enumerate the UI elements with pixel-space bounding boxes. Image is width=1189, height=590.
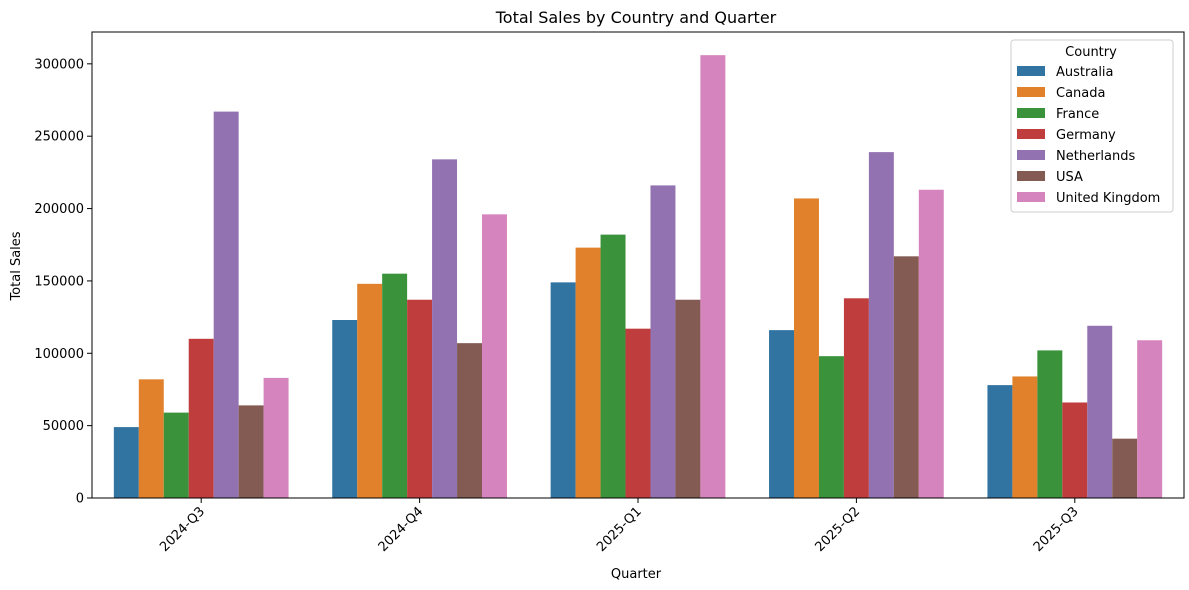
bar-united-kingdom bbox=[482, 214, 507, 498]
legend-swatch bbox=[1017, 171, 1045, 181]
legend-title: Country bbox=[1065, 45, 1117, 60]
bar-germany bbox=[1062, 402, 1088, 498]
bar-france bbox=[600, 234, 626, 498]
bar-germany bbox=[625, 328, 651, 498]
legend-swatch bbox=[1017, 108, 1045, 118]
bar-germany bbox=[843, 298, 869, 498]
bar-australia bbox=[769, 330, 794, 498]
x-tick-label: 2024-Q4 bbox=[376, 504, 427, 555]
y-tick-label: 250000 bbox=[34, 130, 84, 145]
x-tick-label: 2024-Q3 bbox=[157, 504, 208, 555]
bar-netherlands bbox=[868, 152, 894, 498]
bar-france bbox=[1037, 350, 1063, 498]
legend-item-label: France bbox=[1056, 107, 1099, 122]
bars-group bbox=[113, 55, 1163, 499]
bar-usa bbox=[1112, 438, 1138, 498]
bar-australia bbox=[332, 319, 358, 498]
legend-box bbox=[1010, 39, 1174, 213]
y-axis-label: Total Sales bbox=[9, 231, 24, 301]
legend-item-label: Netherlands bbox=[1056, 149, 1135, 164]
bar-usa bbox=[238, 405, 264, 498]
bar-usa bbox=[675, 299, 701, 498]
bar-united-kingdom bbox=[700, 55, 726, 499]
bar-canada bbox=[1012, 376, 1038, 498]
legend-item-label: United Kingdom bbox=[1056, 191, 1160, 206]
bar-germany bbox=[407, 299, 433, 498]
x-tick-label: 2025-Q1 bbox=[594, 504, 645, 555]
legend-swatch bbox=[1017, 129, 1045, 139]
bar-usa bbox=[893, 256, 919, 498]
legend-swatch bbox=[1017, 66, 1045, 76]
y-tick-label: 200000 bbox=[34, 202, 84, 217]
legend-item-label: USA bbox=[1056, 170, 1083, 185]
bar-germany bbox=[188, 338, 214, 498]
bar-france bbox=[818, 356, 844, 498]
plot-frame bbox=[91, 31, 1185, 499]
bar-netherlands bbox=[213, 111, 239, 498]
bar-united-kingdom bbox=[263, 377, 289, 498]
bar-united-kingdom bbox=[1137, 340, 1163, 498]
legend: Country Australia Canada France Germany Neth… bbox=[1010, 39, 1174, 213]
y-tick-label: 300000 bbox=[34, 57, 84, 72]
y-tick-label: 150000 bbox=[34, 274, 84, 289]
bar-canada bbox=[794, 198, 819, 498]
bar-australia bbox=[113, 427, 139, 498]
bar-canada bbox=[138, 379, 164, 498]
legend-swatch bbox=[1017, 87, 1045, 97]
legend-item-label: Germany bbox=[1056, 128, 1116, 143]
x-axis-label: Quarter bbox=[611, 567, 662, 582]
bar-australia bbox=[550, 282, 576, 498]
legend-item-label: Australia bbox=[1056, 65, 1114, 80]
legend-swatch bbox=[1017, 192, 1045, 202]
bar-united-kingdom bbox=[918, 189, 944, 498]
bar-france bbox=[163, 412, 189, 498]
y-tick-label: 0 bbox=[76, 492, 84, 507]
y-tick-label: 50000 bbox=[43, 419, 84, 434]
x-tick-label: 2025-Q3 bbox=[1031, 504, 1082, 555]
bar-netherlands bbox=[1087, 325, 1113, 498]
chart-title: Total Sales by Country and Quarter bbox=[495, 8, 777, 27]
bar-netherlands bbox=[650, 185, 676, 498]
x-axis: 2024-Q3 2024-Q4 2025-Q1 2025-Q2 2025-Q3 bbox=[157, 498, 1082, 555]
legend-item-label: Canada bbox=[1056, 86, 1105, 101]
bar-australia bbox=[987, 385, 1013, 498]
y-axis: 0 50000 100000 150000 200000 250000 300000 bbox=[34, 57, 92, 507]
x-tick-label: 2025-Q2 bbox=[812, 504, 863, 555]
bar-usa bbox=[457, 343, 482, 498]
legend-swatch bbox=[1017, 150, 1045, 160]
bar-canada bbox=[575, 247, 601, 498]
y-tick-label: 100000 bbox=[34, 347, 84, 362]
bar-france bbox=[382, 273, 408, 498]
bar-canada bbox=[357, 283, 383, 498]
bar-netherlands bbox=[432, 159, 458, 498]
